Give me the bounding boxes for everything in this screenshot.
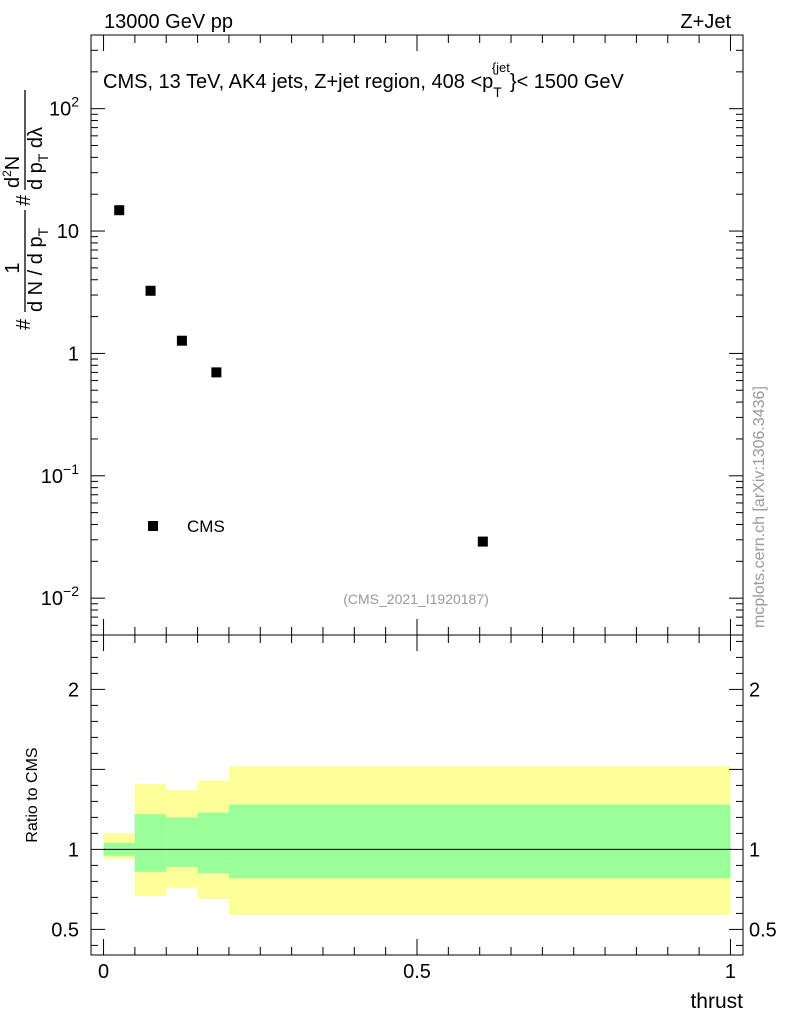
svg-text:1: 1 [2,262,24,273]
y-tick-label: 10−1 [41,461,79,488]
x-tick-label: 1 [725,961,736,983]
ratio-y-tick-label-left: 2 [68,679,79,701]
ratio-x-ticks [103,635,731,955]
data-points [114,205,488,547]
svg-text:#: # [13,318,35,330]
ratio-y-tick-label-left: 1 [68,839,79,861]
legend-marker-cms [148,521,158,531]
analysis-watermark: (CMS_2021_I1920187) [343,591,489,607]
ratio-panel: 0.5 0.5 1 1 2 2 0 0.5 1 [51,634,777,983]
data-point [211,367,222,378]
ratio-y-axis-label: Ratio to CMS [24,747,41,842]
ratio-bands [103,766,731,915]
inner-band [166,817,198,867]
main-y-tick-labels: 10−2 10−1 1 10 102 [41,94,79,610]
ratio-y-ticks [91,640,743,946]
data-point [145,285,156,296]
inner-band [134,814,167,872]
main-x-ticks [103,35,731,635]
main-y-ticks [91,34,743,636]
header-energy: 13000 GeV pp [104,11,233,33]
svg-text:#: # [13,194,35,206]
data-point [477,536,488,547]
header-process: Z+Jet [680,11,731,33]
x-axis-label: thrust [690,990,743,1013]
data-point [114,205,125,216]
y-tick-label: 102 [49,94,79,121]
inner-band [197,812,229,874]
inner-band [228,804,731,879]
y-tick-label: 1 [68,343,79,365]
y-tick-label: 10 [57,221,79,243]
ratio-y-tick-label-right: 2 [749,679,760,701]
x-tick-label: 0.5 [403,961,431,983]
main-panel: 10−2 10−1 1 10 102 CMS, 13 TeV, AK4 jets, Z+… [41,34,744,636]
y-tick-label: 10−2 [41,583,79,610]
ratio-y-tick-label-left: 0.5 [51,919,79,941]
ratio-tick-labels: 0.5 0.5 1 1 2 2 0 0.5 1 [51,679,777,983]
data-point [176,335,187,346]
ratio-y-tick-label-right: 1 [749,839,760,861]
ratio-y-tick-label-right: 0.5 [749,919,777,941]
legend-label-cms: CMS [187,517,225,536]
side-label: mcplots.cern.ch [arXiv:1306.3436] [751,386,768,628]
main-y-axis-label: # 1 d N / d pT # d2N d pT dλ [0,90,51,330]
plot-label: CMS, 13 TeV, AK4 jets, Z+jet region, 408… [103,60,625,100]
x-tick-label: 0 [98,961,109,983]
main-frame [90,34,744,636]
svg-text:d2N: d2N [0,156,24,188]
svg-text:d pT dλ: d pT dλ [25,127,51,190]
svg-text:d N / d pT: d N / d pT [25,227,51,312]
